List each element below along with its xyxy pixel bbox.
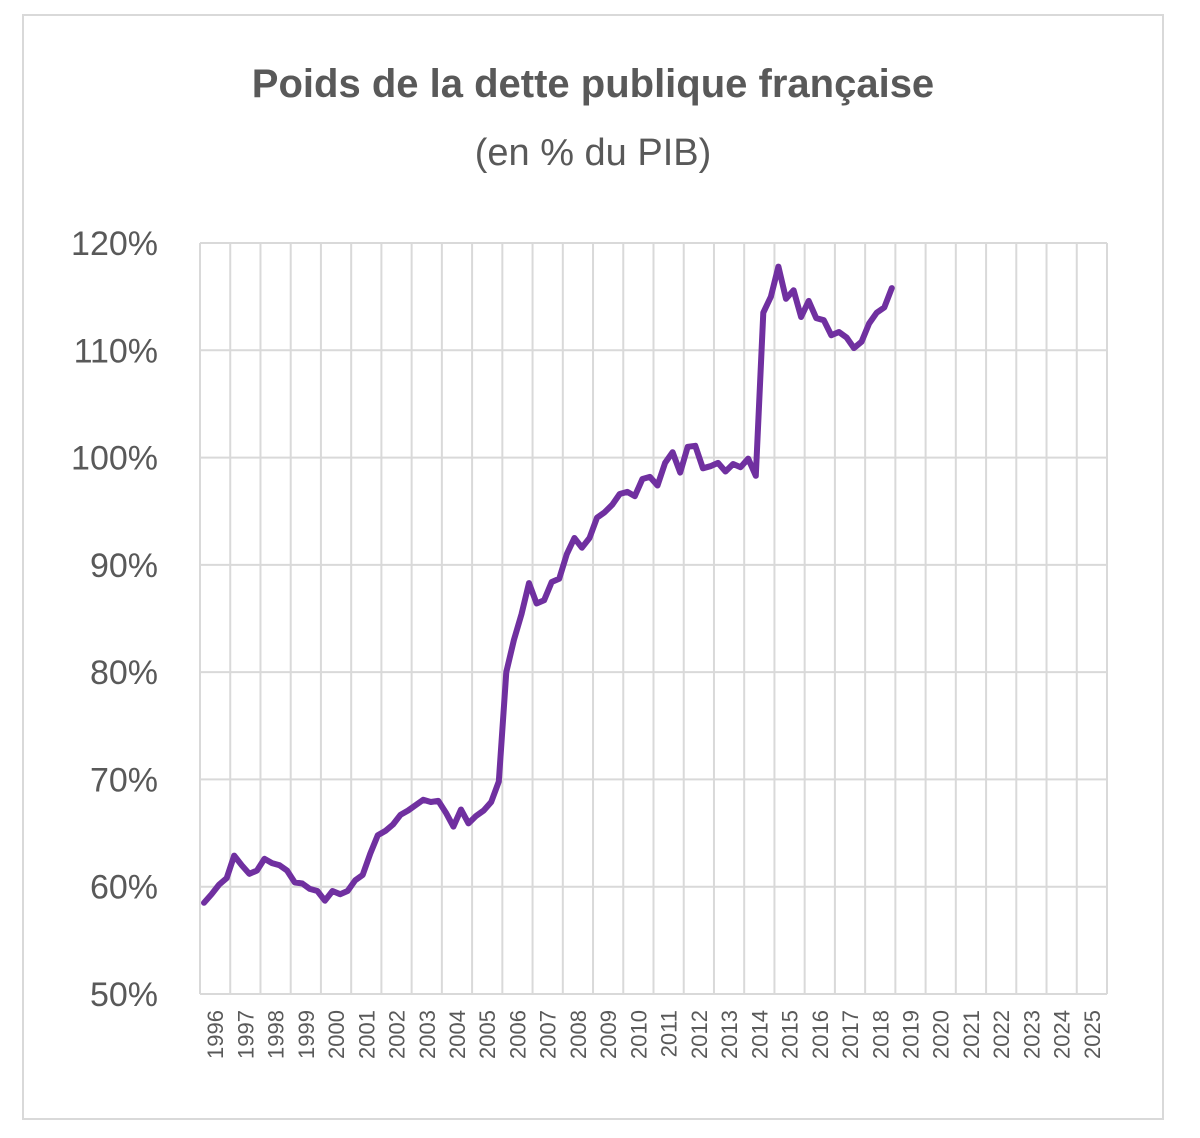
x-tick-label: 2007	[536, 1010, 561, 1059]
y-tick-label: 80%	[90, 654, 158, 692]
x-tick-label: 2021	[959, 1010, 984, 1059]
x-tick-label: 2013	[717, 1010, 742, 1059]
y-tick-label: 90%	[90, 547, 158, 585]
y-tick-label: 120%	[71, 225, 158, 263]
x-tick-label: 2024	[1050, 1010, 1075, 1059]
y-tick-label: 70%	[90, 761, 158, 799]
x-tick-label: 2006	[505, 1010, 530, 1059]
x-tick-label: 2000	[324, 1010, 349, 1059]
chart-subtitle: (en % du PIB)	[474, 132, 712, 174]
x-tick-label: 1999	[294, 1010, 319, 1059]
series-line	[201, 263, 895, 906]
x-tick-label: 2011	[657, 1010, 682, 1057]
x-tick-label: 2009	[596, 1010, 621, 1059]
chart-title: Poids de la dette publique française	[251, 62, 935, 106]
x-tick-label: 2015	[778, 1010, 803, 1059]
x-tick-label: 2023	[1019, 1010, 1044, 1059]
x-tick-label: 2010	[626, 1010, 651, 1059]
y-axis-ticks: 50% 60% 70% 80% 90% 100% 110% 120%	[71, 225, 158, 1014]
x-tick-label: 2017	[838, 1010, 863, 1059]
x-tick-label: 2019	[898, 1010, 923, 1059]
x-tick-label: 2003	[415, 1010, 440, 1059]
x-tick-label: 2025	[1080, 1010, 1105, 1059]
y-tick-label: 100%	[71, 440, 158, 478]
x-axis-ticks: 1996 1997 1998 1999 2000 2001 2002 2003 2004 2005…	[203, 1010, 1105, 1059]
x-tick-label: 2005	[475, 1010, 500, 1059]
x-tick-label: 1998	[264, 1010, 289, 1059]
x-tick-label: 2020	[929, 1010, 954, 1059]
x-tick-label: 2002	[385, 1010, 410, 1059]
x-tick-label: 2022	[989, 1010, 1014, 1059]
x-tick-label: 2018	[868, 1010, 893, 1059]
x-tick-label: 2008	[566, 1010, 591, 1059]
grid	[199, 242, 1108, 995]
x-tick-label: 2001	[354, 1010, 379, 1059]
x-tick-label: 1996	[203, 1010, 228, 1059]
x-tick-label: 2016	[808, 1010, 833, 1059]
x-tick-label: 2004	[445, 1010, 470, 1059]
x-tick-label: 2014	[747, 1010, 772, 1059]
y-tick-label: 60%	[90, 869, 158, 907]
y-tick-label: 110%	[74, 332, 158, 370]
x-tick-label: 1997	[233, 1010, 258, 1059]
y-tick-label: 50%	[90, 976, 158, 1014]
series-lines	[201, 263, 895, 906]
x-tick-label: 2012	[687, 1010, 712, 1059]
